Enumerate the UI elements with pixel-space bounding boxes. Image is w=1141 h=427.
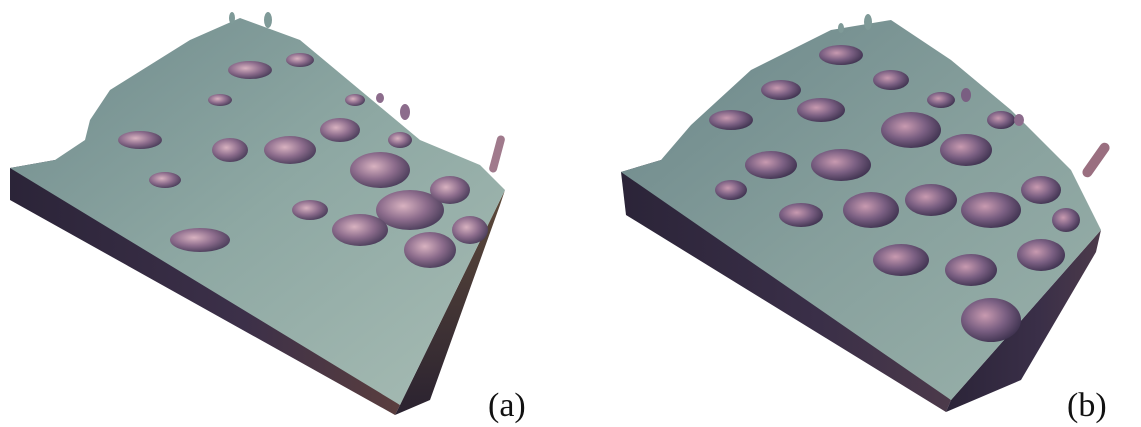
eroded-surface-render-b <box>571 0 1141 427</box>
panel-b: (b) <box>571 0 1141 427</box>
panel-a: (a) <box>0 0 570 427</box>
panel-label-a: (a) <box>488 389 526 423</box>
panel-label-b: (b) <box>1067 389 1107 423</box>
eroded-surface-render-a <box>0 0 570 427</box>
